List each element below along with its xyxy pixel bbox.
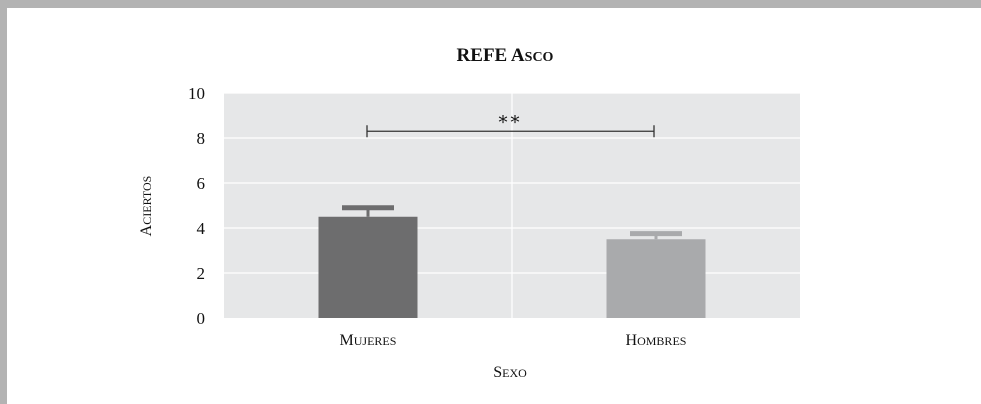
- y-tick-label: 6: [197, 174, 206, 193]
- gridlines: [224, 92, 800, 318]
- x-tick-label-hombres: HOMBRES: [626, 332, 687, 349]
- y-axis-label: ACIERTOS: [138, 176, 155, 237]
- x-axis-label: SEXO: [493, 364, 527, 381]
- y-tick-label: 0: [197, 309, 206, 328]
- y-tick-label: 10: [188, 84, 205, 103]
- y-tick-label: 4: [197, 219, 206, 238]
- bars: [318, 216, 706, 318]
- bar-mujeres: [318, 216, 418, 318]
- y-tick-label: 8: [197, 129, 206, 148]
- y-axis-ticks: 0 2 4 6 8 10: [188, 84, 206, 328]
- bar-hombres: [606, 239, 706, 318]
- x-tick-label-mujeres: MUJERES: [340, 332, 397, 349]
- significance-label: **: [499, 112, 523, 133]
- significance-annotation: **: [366, 112, 655, 138]
- y-tick-label: 2: [197, 264, 206, 283]
- chart-title: REFE ASCO: [457, 45, 554, 66]
- error-bars: [342, 205, 682, 240]
- x-axis-ticks: MUJERES HOMBRES: [340, 332, 687, 349]
